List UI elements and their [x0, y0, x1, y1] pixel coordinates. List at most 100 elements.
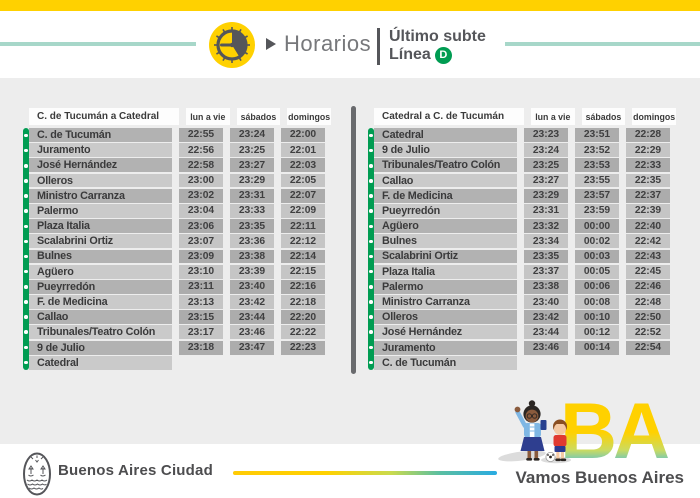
- station-dot-slot: [368, 355, 374, 370]
- table-row: Bulnes 23:09 23:38 22:14: [29, 249, 331, 264]
- station-name: Tribunales/Teatro Colón: [29, 325, 172, 340]
- departure-time: 22:37: [626, 188, 670, 203]
- station-name: F. de Medicina: [374, 188, 517, 203]
- table-row: Olleros 23:42 00:10 22:50: [374, 310, 676, 325]
- departure-time: 23:55: [575, 173, 619, 188]
- city-crest-logo: [23, 452, 51, 496]
- departure-time: 23:00: [179, 173, 223, 188]
- departure-time: 00:02: [575, 234, 619, 249]
- table-row: Olleros 23:00 23:29 22:05: [29, 173, 331, 188]
- station-dot: [24, 300, 28, 304]
- departure-time: 22:33: [626, 158, 670, 173]
- departure-time: 23:18: [179, 340, 223, 355]
- ba-brand-art: BA: [498, 386, 700, 475]
- departure-time: 23:02: [179, 188, 223, 203]
- station-name: Bulnes: [29, 249, 172, 264]
- station-name: 9 de Julio: [29, 340, 172, 355]
- station-name: Ministro Carranza: [29, 188, 172, 203]
- departure-time: 00:08: [575, 295, 619, 309]
- station-name: Scalabrini Ortiz: [374, 249, 517, 264]
- departure-time: 22:05: [281, 173, 325, 188]
- departure-time: 23:52: [575, 143, 619, 158]
- departure-time: 23:25: [230, 143, 274, 158]
- departure-time: 22:29: [626, 143, 670, 158]
- station-dot: [369, 164, 373, 168]
- station-dot-slot: [23, 204, 29, 219]
- departure-time: 23:42: [524, 310, 568, 325]
- departure-time: 23:51: [575, 128, 619, 142]
- station-name: José Hernández: [29, 158, 172, 173]
- table-row: Callao 23:15 23:44 22:20: [29, 310, 331, 325]
- departure-time: 22:07: [281, 188, 325, 203]
- station-name: C. de Tucumán: [29, 128, 172, 142]
- station-dot: [369, 300, 373, 304]
- departure-time: 22:55: [179, 128, 223, 142]
- header-rule-left: [0, 42, 196, 46]
- station-dot-slot: [23, 279, 29, 294]
- station-name: Plaza Italia: [374, 264, 517, 279]
- station-dot: [24, 224, 28, 229]
- woman-character: [514, 400, 547, 461]
- departure-time: 23:39: [230, 264, 274, 279]
- table-row: Palermo 23:04 23:33 22:09: [29, 203, 331, 218]
- table-row: 9 de Julio 23:24 23:52 22:29: [374, 143, 676, 158]
- departure-time: 23:29: [524, 188, 568, 203]
- departure-time: 00:00: [575, 219, 619, 234]
- station-dot-slot: [23, 310, 29, 325]
- table-row: José Hernández 23:44 00:12 22:52: [374, 325, 676, 340]
- line-d-badge: D: [434, 46, 452, 64]
- station-dot: [369, 330, 373, 334]
- station-dot-slot: [368, 158, 374, 173]
- station-dot-slot: [23, 158, 29, 173]
- header-rule-right: [505, 42, 700, 46]
- station-name: Callao: [374, 173, 517, 188]
- station-dot: [24, 148, 28, 153]
- station-dot: [24, 254, 28, 259]
- departure-time: 23:44: [230, 310, 274, 325]
- station-dot: [369, 209, 373, 213]
- table-row: Tribunales/Teatro Colón 23:17 23:46 22:22: [29, 325, 331, 340]
- table-row: C. de Tucumán 22:55 23:24 22:00: [29, 128, 331, 142]
- departure-time: 23:38: [524, 279, 568, 294]
- departure-time: 22:00: [281, 128, 325, 142]
- line-route-bar: [23, 128, 29, 370]
- column-header: sábados: [581, 108, 626, 125]
- departure-time: 23:23: [524, 128, 568, 142]
- station-dot-slot: [368, 279, 374, 294]
- station-dot: [24, 209, 28, 213]
- departure-time: 23:31: [524, 203, 568, 218]
- station-name: José Hernández: [374, 325, 517, 340]
- column-header: domingos: [287, 108, 332, 125]
- station-name: Agüero: [374, 219, 517, 234]
- departure-time: 23:35: [524, 249, 568, 264]
- departure-time: 22:35: [626, 173, 670, 188]
- table-row: Pueyrredón 23:31 23:59 22:39: [374, 203, 676, 218]
- station-name: Palermo: [29, 203, 172, 218]
- departure-time: 00:14: [575, 340, 619, 355]
- header: Horarios Último subte Línea D: [0, 11, 700, 78]
- departure-time: 23:15: [179, 310, 223, 325]
- departure-time: 22:46: [626, 279, 670, 294]
- station-name: Tribunales/Teatro Colón: [374, 158, 517, 173]
- table-row: Agüero 23:10 23:39 22:15: [29, 264, 331, 279]
- departure-time: 22:39: [626, 203, 670, 218]
- table-row: Catedral: [29, 355, 331, 370]
- station-dot: [369, 224, 373, 229]
- station-name: Ministro Carranza: [374, 295, 517, 309]
- departure-time: 22:23: [281, 340, 325, 355]
- station-dot: [369, 345, 373, 350]
- station-dot-slot: [23, 189, 29, 204]
- departure-time: 23:38: [230, 249, 274, 264]
- station-dot: [24, 269, 28, 274]
- station-dot: [369, 360, 373, 365]
- station-dot: [24, 179, 28, 183]
- column-header: sábados: [236, 108, 281, 125]
- station-name: Pueyrredón: [374, 203, 517, 218]
- table-row: C. de Tucumán: [374, 355, 676, 370]
- departure-time: 22:12: [281, 234, 325, 249]
- station-dot-slot: [368, 204, 374, 219]
- direction-header: Catedral a C. de Tucumán: [374, 108, 524, 125]
- departure-time: 22:54: [626, 340, 670, 355]
- departure-time: 22:45: [626, 264, 670, 279]
- table-row: Pueyrredón 23:11 23:40 22:16: [29, 279, 331, 294]
